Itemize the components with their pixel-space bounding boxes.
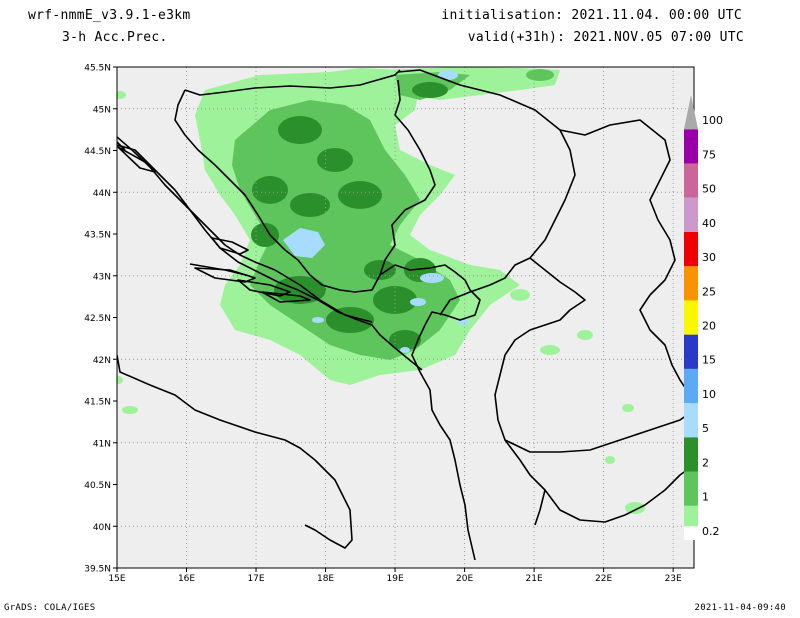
lat-label: 44.5N — [84, 147, 111, 157]
colorbar-label: 75 — [702, 148, 716, 161]
colorbar-label: 100 — [702, 114, 723, 127]
colorbar-label: 5 — [702, 422, 709, 435]
colorbar-label: 40 — [702, 217, 716, 230]
colorbar-swatch — [684, 505, 698, 527]
colorbar-label: 1 — [702, 491, 709, 504]
colorbar-swatch — [684, 197, 698, 232]
lat-label: 45.5N — [84, 64, 111, 74]
model-title: wrf-nmmE_v3.9.1-e3km — [28, 8, 191, 23]
lon-label: 15E — [108, 574, 125, 584]
colorbar-label: 10 — [702, 388, 716, 401]
lat-label: 43.5N — [84, 231, 111, 241]
colorbar-label: 0.2 — [702, 525, 720, 538]
colorbar-arrow — [684, 95, 698, 130]
lat-label: 43N — [93, 272, 111, 282]
plot-timestamp: 2021-11-04-09:40 — [694, 603, 786, 613]
lat-label: 45N — [93, 105, 111, 115]
lat-label: 41.5N — [84, 398, 111, 408]
lon-label: 20E — [456, 574, 473, 584]
colorbar-swatch — [684, 437, 698, 472]
latitude-labels: 45.5N 45N 44.5N 44N 43.5N 43N 42.5N 42N 41.5N 41N… — [84, 64, 117, 575]
colorbar-swatch — [684, 231, 698, 267]
colorbar-label: 30 — [702, 251, 716, 264]
colorbar-swatch — [684, 163, 698, 198]
precipitation-field — [117, 67, 645, 514]
colorbar-swatch — [684, 334, 698, 369]
lat-label: 42N — [93, 356, 111, 366]
colorbar-label: 50 — [702, 183, 716, 196]
colorbar-swatch — [684, 471, 698, 506]
colorbar-label: 20 — [702, 319, 716, 332]
lat-label: 40.5N — [84, 481, 111, 491]
lat-label: 44N — [93, 189, 111, 199]
colorbar-label: 2 — [702, 456, 709, 469]
colorbar-swatch — [684, 368, 698, 404]
lon-label: 22E — [595, 574, 612, 584]
lon-label: 16E — [178, 574, 195, 584]
colorbar-label: 25 — [702, 285, 716, 298]
variable-title: 3-h Acc.Prec. — [62, 30, 168, 45]
lon-label: 23E — [665, 574, 682, 584]
lat-label: 41N — [93, 439, 111, 449]
lon-label: 19E — [387, 574, 404, 584]
valid-time: valid(+31h): 2021.NOV.05 07:00 UTC — [467, 30, 744, 45]
init-time: initialisation: 2021.11.04. 00:00 UTC — [441, 8, 742, 23]
longitude-labels: 15E 16E 17E 18E 19E 20E 21E 22E 23E — [108, 568, 682, 584]
coastlines-and-borders — [117, 69, 694, 561]
lat-lon-grid — [117, 67, 694, 568]
lat-label: 39.5N — [84, 565, 111, 575]
lon-label: 21E — [526, 574, 543, 584]
grads-credit: GrADS: COLA/IGES — [4, 603, 96, 613]
colorbar-swatch — [684, 300, 698, 335]
lon-label: 18E — [317, 574, 334, 584]
lat-label: 42.5N — [84, 314, 111, 324]
colorbar-label: 15 — [702, 354, 716, 367]
colorbar-swatch — [684, 266, 698, 301]
colorbar-swatch — [684, 129, 698, 164]
colorbar-swatch — [684, 403, 698, 438]
lat-label: 40N — [93, 523, 111, 533]
lon-label: 17E — [247, 574, 264, 584]
